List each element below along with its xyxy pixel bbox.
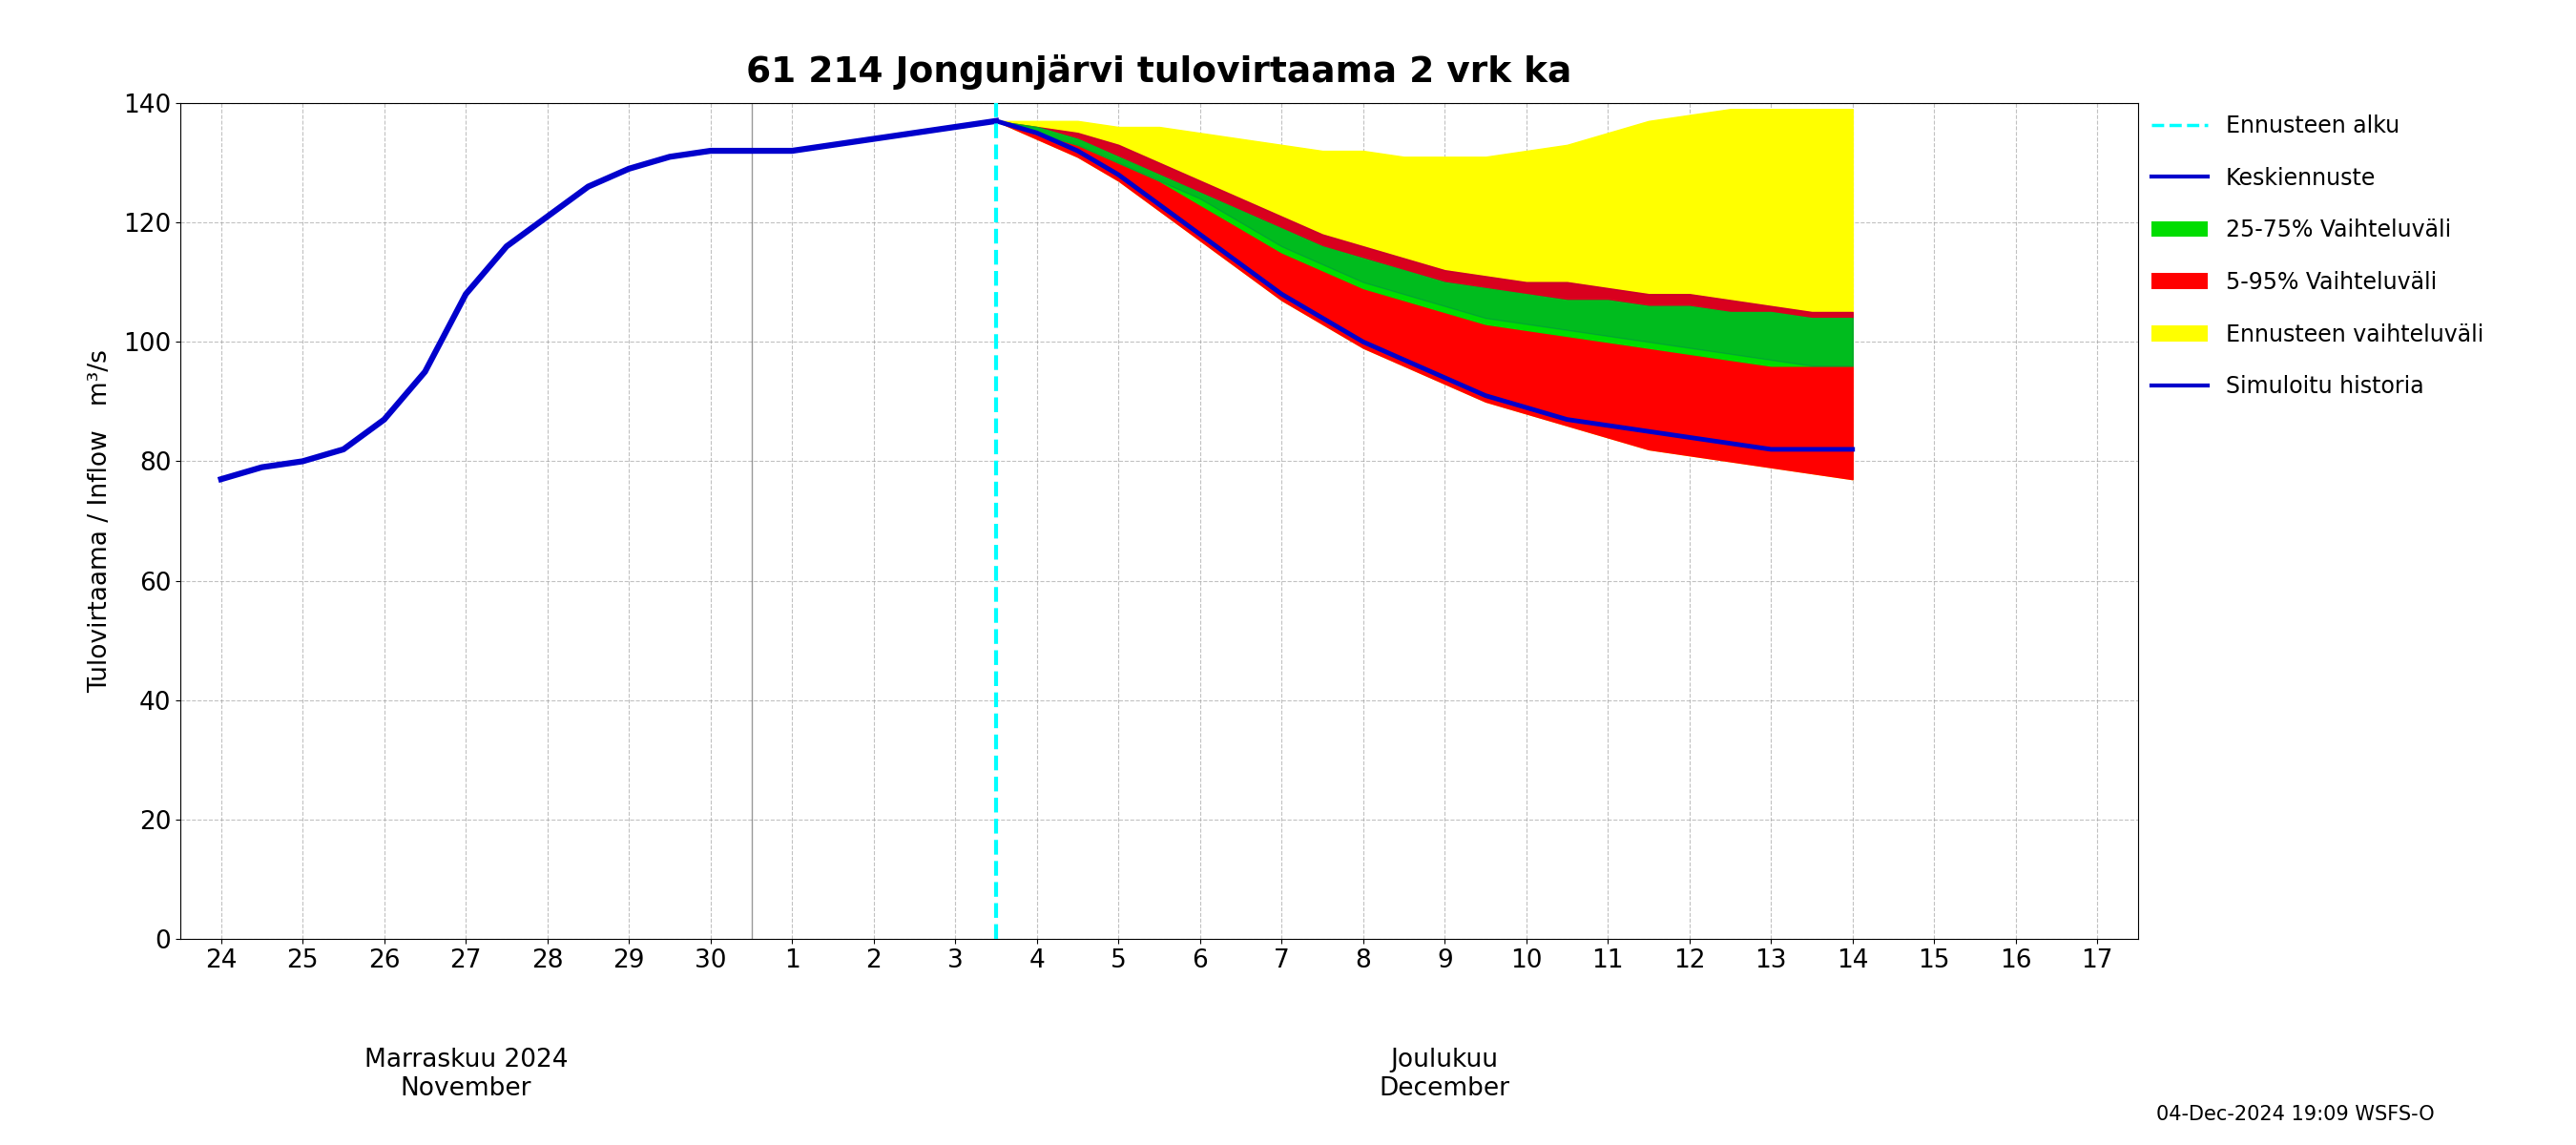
- Text: 04-Dec-2024 19:09 WSFS-O: 04-Dec-2024 19:09 WSFS-O: [2156, 1105, 2434, 1124]
- Text: Marraskuu 2024
November: Marraskuu 2024 November: [363, 1048, 567, 1101]
- Y-axis label: Tulovirtaama / Inflow   m³/s: Tulovirtaama / Inflow m³/s: [88, 349, 113, 693]
- Legend: Ennusteen alku, Keskiennuste, 25-75% Vaihteluväli, 5-95% Vaihteluväli, Ennusteen: Ennusteen alku, Keskiennuste, 25-75% Vai…: [2151, 114, 2483, 398]
- Text: Joulukuu
December: Joulukuu December: [1378, 1048, 1510, 1101]
- Title: 61 214 Jongunjärvi tulovirtaama 2 vrk ka: 61 214 Jongunjärvi tulovirtaama 2 vrk ka: [747, 54, 1571, 89]
